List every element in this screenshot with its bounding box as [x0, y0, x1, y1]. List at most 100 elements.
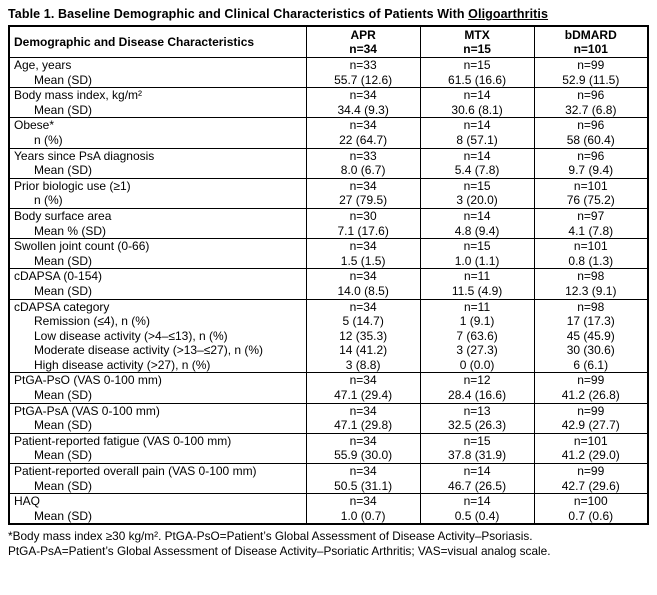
row-label: Mean (SD) — [8, 418, 307, 434]
row-label: HAQ — [8, 493, 307, 509]
row-label: PtGA-PsO (VAS 0-100 mm) — [8, 372, 307, 389]
table-row: Years since PsA diagnosis n=33 n=14 n=96 — [8, 147, 649, 164]
header-characteristics: Demographic and Disease Characteristics — [8, 25, 307, 58]
table-row: Mean (SD) 1.0 (0.7) 0.5 (0.4) 0.7 (0.6) — [8, 508, 649, 525]
table-row: Mean % (SD) 7.1 (17.6) 4.8 (9.4) 4.1 (7.8) — [8, 223, 649, 239]
table-row: Swollen joint count (0-66) n=34 n=15 n=101 — [8, 238, 649, 254]
cell-value: 30 (30.6) — [533, 343, 649, 358]
table-row: cDAPSA category n=34 n=11 n=98 — [8, 298, 649, 315]
cell-value: 12 (35.3) — [305, 328, 421, 344]
row-label: Age, years — [8, 56, 307, 73]
cell-value: n=14 — [419, 87, 535, 103]
table-row: Low disease activity (>4–≤13), n (%) 12 (… — [8, 328, 649, 344]
table-row: PtGA-PsA (VAS 0-100 mm) n=34 n=13 n=99 — [8, 402, 649, 419]
row-label: Mean (SD) — [8, 283, 307, 299]
cell-value: n=98 — [533, 268, 649, 284]
cell-value: 50.5 (31.1) — [305, 478, 421, 494]
row-label: Patient-reported overall pain (VAS 0-100… — [8, 463, 307, 479]
cell-value: 28.4 (16.6) — [419, 388, 535, 404]
cell-value: 22 (64.7) — [305, 132, 421, 149]
table-row: Mean (SD) 55.9 (30.0) 37.8 (31.9) 41.2 (29.… — [8, 448, 649, 464]
row-label: Mean (SD) — [8, 478, 307, 494]
cell-value: 41.2 (29.0) — [533, 448, 649, 464]
table-row: Moderate disease activity (>13–≤27), n (… — [8, 343, 649, 358]
cell-value: 58 (60.4) — [533, 132, 649, 149]
cell-value: 61.5 (16.6) — [419, 72, 535, 88]
cell-value: 0.7 (0.6) — [533, 508, 649, 525]
table-row: cDAPSA (0-154) n=34 n=11 n=98 — [8, 268, 649, 284]
header-mtx-n: n=15 — [463, 42, 491, 56]
cell-value: 12.3 (9.1) — [533, 283, 649, 299]
cell-value: n=99 — [533, 463, 649, 479]
cell-value: n=100 — [533, 493, 649, 509]
row-label: High disease activity (>27), n (%) — [8, 357, 307, 373]
row-label: PtGA-PsA (VAS 0-100 mm) — [8, 402, 307, 419]
cell-value: n=33 — [305, 147, 421, 164]
table-row: High disease activity (>27), n (%) 3 (8.8… — [8, 357, 649, 373]
cell-value: 32.5 (26.3) — [419, 418, 535, 434]
cell-value: 3 (27.3) — [419, 343, 535, 358]
cell-value: n=34 — [305, 463, 421, 479]
cell-value: 0.8 (1.3) — [533, 253, 649, 269]
row-label: Mean (SD) — [8, 102, 307, 118]
cell-value: 34.4 (9.3) — [305, 102, 421, 118]
cell-value: n=34 — [305, 268, 421, 284]
cell-value: 46.7 (26.5) — [419, 478, 535, 494]
row-label: Mean (SD) — [8, 163, 307, 179]
row-label: Body surface area — [8, 207, 307, 224]
table-row: Body surface area n=30 n=14 n=97 — [8, 207, 649, 224]
row-label: Obese* — [8, 117, 307, 133]
row-label: Mean (SD) — [8, 388, 307, 404]
cell-value: 55.9 (30.0) — [305, 448, 421, 464]
table-row: PtGA-PsO (VAS 0-100 mm) n=34 n=12 n=99 — [8, 372, 649, 389]
cell-value: n=15 — [419, 432, 535, 449]
header-bdmard-n: n=101 — [573, 42, 608, 56]
cell-value: 14 (41.2) — [305, 343, 421, 358]
cell-value: 4.1 (7.8) — [533, 223, 649, 239]
cell-value: 37.8 (31.9) — [419, 448, 535, 464]
table-row: Remission (≤4), n (%) 5 (14.7) 1 (9.1) 17 (… — [8, 314, 649, 329]
table-title-underlined-word: Oligoarthritis — [468, 7, 549, 21]
cell-value: 47.1 (29.8) — [305, 418, 421, 434]
cell-value: 1.5 (1.5) — [305, 253, 421, 269]
cell-value: 55.7 (12.6) — [305, 72, 421, 88]
cell-value: n=14 — [419, 147, 535, 164]
cell-value: n=14 — [419, 463, 535, 479]
cell-value: 1.0 (0.7) — [305, 508, 421, 525]
table-row: Mean (SD) 47.1 (29.4) 28.4 (16.6) 41.2 (26.… — [8, 388, 649, 404]
cell-value: n=96 — [533, 87, 649, 103]
cell-value: 3 (8.8) — [305, 357, 421, 373]
table-row: Mean (SD) 1.5 (1.5) 1.0 (1.1) 0.8 (1.3) — [8, 253, 649, 269]
footnote-line-2: PtGA-PsA=Patient’s Global Assessment of … — [8, 544, 551, 559]
table-row: Obese* n=34 n=14 n=96 — [8, 117, 649, 133]
cell-value: 8.0 (6.7) — [305, 163, 421, 179]
footnote: *Body mass index ≥30 kg/m². PtGA-PsO=Pat… — [8, 529, 649, 559]
header-bdmard-name: bDMARD — [564, 28, 617, 42]
cell-value: n=99 — [533, 402, 649, 419]
row-label: Mean (SD) — [8, 72, 307, 88]
cell-value: 6 (6.1) — [533, 357, 649, 373]
cell-value: n=33 — [305, 56, 421, 73]
cell-value: 52.9 (11.5) — [533, 72, 649, 88]
row-label: cDAPSA (0-154) — [8, 268, 307, 284]
cell-value: n=99 — [533, 372, 649, 389]
cell-value: n=34 — [305, 117, 421, 133]
cell-value: 3 (20.0) — [419, 193, 535, 209]
header-col-mtx: MTX n=15 — [419, 25, 535, 58]
cell-value: n=14 — [419, 493, 535, 509]
row-label: Mean (SD) — [8, 253, 307, 269]
row-label: n (%) — [8, 193, 307, 209]
cell-value: n=98 — [533, 298, 649, 315]
header-apr-name: APR — [350, 28, 376, 42]
cell-value: n=34 — [305, 238, 421, 254]
cell-value: 4.8 (9.4) — [419, 223, 535, 239]
baseline-characteristics-table: Demographic and Disease Characteristics … — [8, 25, 649, 526]
cell-value: 42.7 (29.6) — [533, 478, 649, 494]
cell-value: n=15 — [419, 238, 535, 254]
cell-value: n=14 — [419, 207, 535, 224]
cell-value: n=12 — [419, 372, 535, 389]
table-row: HAQ n=34 n=14 n=100 — [8, 493, 649, 509]
cell-value: n=14 — [419, 117, 535, 133]
row-label: Body mass index, kg/m² — [8, 87, 307, 103]
